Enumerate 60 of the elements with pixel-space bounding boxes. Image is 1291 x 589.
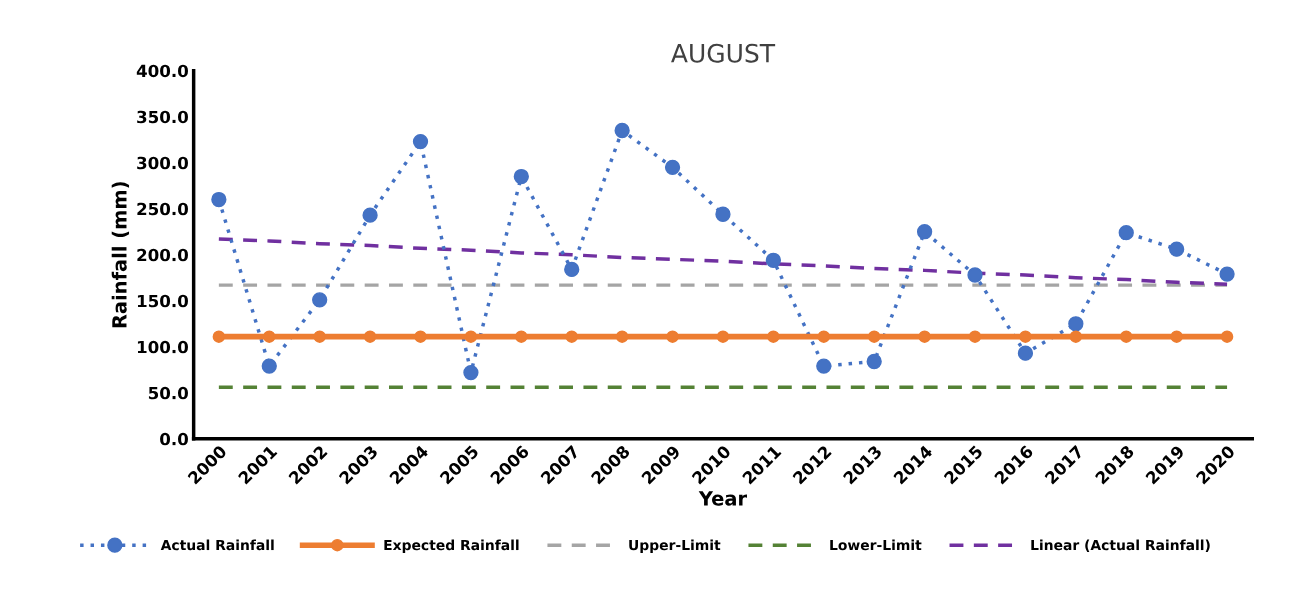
point bbox=[211, 191, 227, 208]
point bbox=[1069, 330, 1083, 343]
point bbox=[464, 330, 478, 343]
y-tick-label: 400.0 bbox=[136, 64, 188, 78]
point bbox=[363, 330, 377, 343]
point bbox=[967, 267, 983, 283]
point bbox=[767, 330, 780, 343]
point bbox=[916, 224, 933, 240]
point bbox=[414, 330, 427, 343]
point bbox=[362, 207, 378, 223]
point bbox=[513, 168, 529, 185]
point bbox=[664, 159, 681, 175]
point bbox=[867, 330, 881, 343]
point bbox=[1219, 266, 1235, 282]
line-series bbox=[217, 237, 1229, 286]
point bbox=[212, 330, 226, 343]
legend-label: Linear (Actual Rainfall) bbox=[1031, 539, 1210, 552]
point bbox=[412, 133, 429, 150]
point bbox=[313, 330, 326, 343]
point bbox=[866, 353, 882, 370]
point bbox=[716, 330, 730, 343]
point bbox=[1118, 225, 1134, 241]
point bbox=[765, 252, 782, 268]
legend-label: Expected Rainfall bbox=[384, 539, 519, 553]
point bbox=[1220, 330, 1234, 343]
y-tick-label: 0.0 bbox=[160, 432, 188, 446]
point bbox=[1119, 330, 1133, 343]
chart-title: AUGUST bbox=[671, 43, 776, 63]
point bbox=[1019, 330, 1032, 343]
legend-label: Upper-Limit bbox=[629, 539, 721, 553]
point bbox=[564, 261, 580, 278]
y-tick-label: 250.0 bbox=[137, 202, 188, 216]
point bbox=[263, 330, 276, 343]
y-tick-label: 300.0 bbox=[137, 156, 188, 170]
y-tick-label: 200.0 bbox=[137, 248, 188, 262]
x-axis-title: Year bbox=[698, 491, 748, 506]
point bbox=[1017, 345, 1034, 361]
point bbox=[614, 122, 630, 139]
y-tick-label: 150.0 bbox=[137, 294, 188, 308]
point bbox=[615, 330, 629, 343]
point bbox=[1169, 241, 1185, 257]
point bbox=[312, 292, 328, 308]
point bbox=[666, 330, 679, 343]
point bbox=[968, 330, 982, 343]
point bbox=[463, 364, 479, 381]
point bbox=[565, 330, 578, 343]
point bbox=[515, 330, 528, 343]
point bbox=[817, 330, 831, 343]
point bbox=[1170, 330, 1183, 343]
y-axis-title: Rainfall (mm) bbox=[111, 182, 130, 328]
point bbox=[1068, 316, 1084, 332]
point bbox=[816, 358, 832, 374]
y-tick-label: 350.0 bbox=[137, 110, 188, 124]
y-tick-label: 50.0 bbox=[148, 386, 188, 400]
legend-label: Actual Rainfall bbox=[160, 539, 274, 551]
y-tick-label: 100.0 bbox=[137, 340, 188, 354]
point bbox=[715, 206, 731, 222]
point bbox=[261, 358, 277, 374]
legend-label: Lower-Limit bbox=[830, 539, 922, 551]
point bbox=[918, 330, 931, 343]
